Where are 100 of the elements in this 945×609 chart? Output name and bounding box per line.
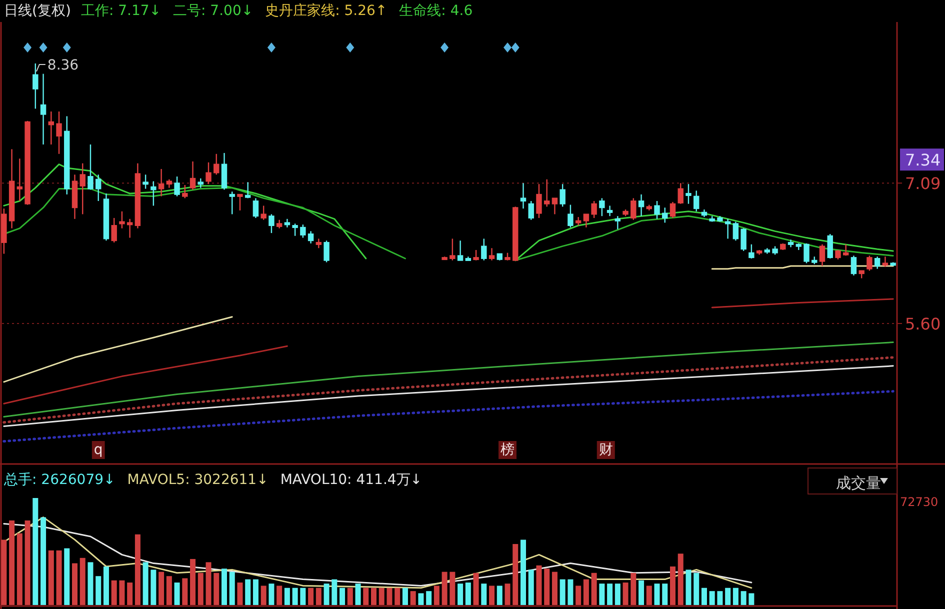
- bar: [103, 566, 109, 605]
- text: 生命线: 4.6: [399, 3, 473, 19]
- bar: [308, 588, 314, 605]
- candlestick: [827, 233, 833, 260]
- bar: [48, 550, 54, 605]
- y-tick-label: 5.60: [905, 314, 941, 334]
- candlestick: [244, 182, 251, 199]
- bar: [560, 579, 566, 605]
- candlestick: [481, 238, 487, 261]
- candlestick: [56, 110, 62, 155]
- bar: [80, 558, 86, 605]
- bar: [410, 591, 416, 605]
- candlestick: [638, 194, 644, 217]
- text: 工作: 7.17↓: [80, 3, 162, 19]
- candlestick: [614, 215, 621, 230]
- bar: [418, 593, 424, 605]
- line-series: [2, 356, 894, 424]
- candlestick: [473, 249, 479, 261]
- candlestick: [32, 62, 38, 110]
- bar: [544, 568, 550, 605]
- annotation: 7.34: [905, 150, 941, 170]
- bar: [732, 588, 738, 605]
- bar: [355, 584, 361, 605]
- bar: [142, 562, 148, 605]
- candlestick: [544, 178, 550, 208]
- candlestick: [308, 230, 314, 244]
- candlestick: [95, 174, 102, 202]
- line-series: [3, 345, 288, 404]
- bar: [748, 593, 754, 605]
- bar: [252, 579, 258, 605]
- bar: [607, 584, 613, 605]
- bar: [694, 572, 700, 605]
- bar: [583, 579, 589, 605]
- bar: [552, 572, 558, 605]
- bar: [174, 582, 180, 605]
- bar: [568, 579, 574, 605]
- candlestick: [536, 183, 542, 219]
- candlestick: [740, 228, 746, 252]
- bar: [458, 584, 464, 605]
- candlestick: [119, 210, 125, 229]
- bar: [166, 576, 172, 605]
- bar: [221, 568, 228, 605]
- text: 史丹庄家线: 5.26↑: [265, 3, 388, 19]
- bar: [512, 544, 518, 605]
- bar: [206, 562, 212, 605]
- bar: [190, 558, 196, 605]
- candlestick: [221, 152, 228, 190]
- candlestick: [882, 256, 888, 268]
- bar: [536, 565, 542, 605]
- bar: [426, 591, 432, 605]
- annotation: q: [94, 442, 103, 458]
- line-series: [2, 390, 894, 443]
- bar: [119, 580, 125, 605]
- candlestick: [40, 73, 46, 146]
- bar: [96, 576, 102, 605]
- bar: [442, 572, 448, 605]
- bar: [504, 584, 510, 605]
- bar: [662, 584, 668, 605]
- text: 成交量: [836, 474, 881, 492]
- annotation: 财: [598, 442, 613, 458]
- candlestick: [316, 238, 322, 249]
- bar: [229, 572, 235, 605]
- bar: [496, 586, 502, 605]
- candlestick: [206, 162, 212, 185]
- candlestick: [111, 217, 117, 244]
- bar: [528, 570, 534, 605]
- candlestick: [457, 240, 464, 261]
- bar: [434, 586, 440, 605]
- bar: [646, 586, 652, 605]
- candlestick: [158, 168, 164, 197]
- bar: [481, 584, 487, 605]
- candlestick: [88, 144, 94, 190]
- candlestick: [583, 214, 590, 228]
- bar: [591, 572, 597, 605]
- candlestick: [552, 198, 558, 215]
- candlestick: [48, 110, 54, 146]
- bar: [520, 540, 526, 605]
- bar: [158, 572, 164, 605]
- candlestick: [678, 182, 684, 204]
- bar: [450, 572, 456, 605]
- candlestick: [693, 190, 700, 212]
- candlestick: [150, 180, 156, 206]
- bar: [622, 582, 628, 605]
- chart-title: 日线(复权): [4, 3, 71, 19]
- line-series: [3, 316, 233, 383]
- bar: [630, 572, 636, 605]
- candlestick: [724, 218, 731, 240]
- bar: [127, 582, 133, 605]
- bar: [370, 588, 377, 605]
- candlestick: [126, 218, 133, 238]
- candlestick: [835, 249, 841, 260]
- bar: [268, 584, 274, 605]
- bar: [347, 588, 353, 605]
- line-series: [3, 342, 894, 418]
- bar: [150, 570, 156, 605]
- bar: [599, 584, 605, 605]
- bar: [64, 548, 70, 605]
- bar: [214, 572, 220, 605]
- bar: [678, 554, 684, 605]
- candlestick: [174, 176, 180, 197]
